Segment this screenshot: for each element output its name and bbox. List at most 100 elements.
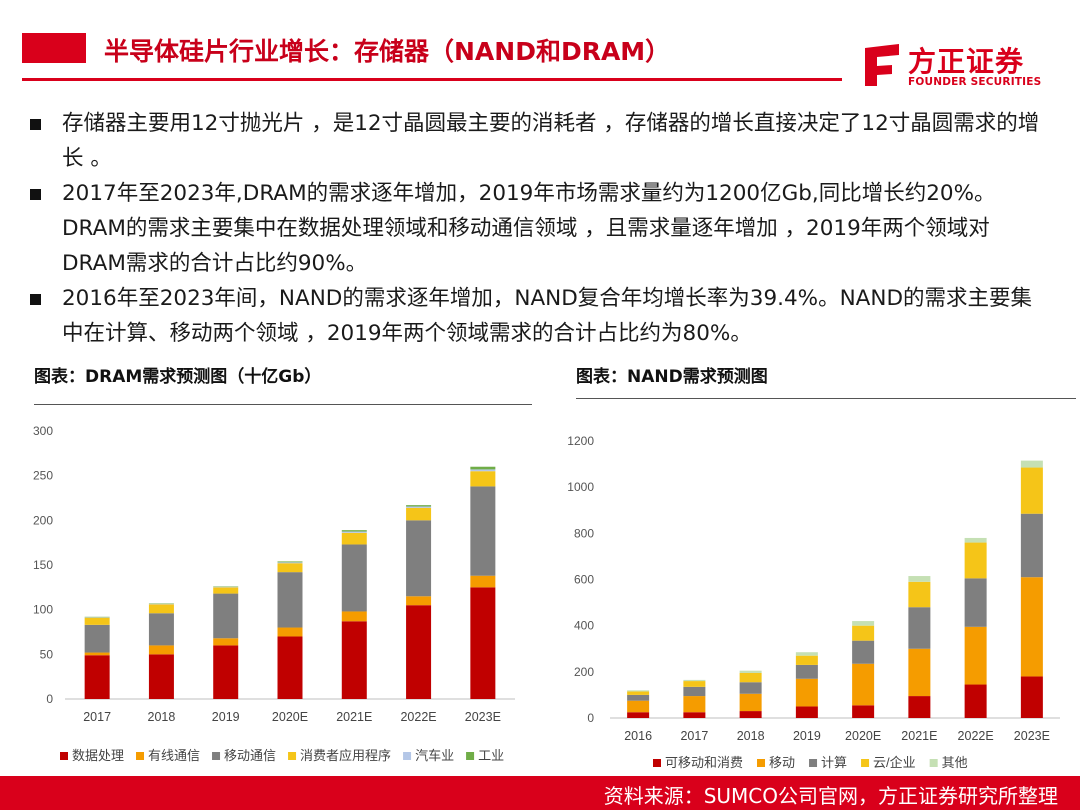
y-tick-label: 200 <box>574 665 594 679</box>
y-tick-label: 100 <box>33 603 53 617</box>
bar-segment <box>852 663 875 706</box>
bar-segment <box>683 679 706 682</box>
bar-segment <box>964 542 987 579</box>
bar-segment <box>341 531 367 533</box>
bar-segment <box>1020 676 1043 718</box>
legend-swatch <box>403 752 412 760</box>
bar-segment <box>213 638 239 646</box>
bullet-list: 存储器主要用12寸抛光片 ，是12寸晶圆最主要的消耗者 ，存储器的增长直接决定了… <box>30 106 1040 351</box>
nand-chart-divider <box>576 398 1076 399</box>
bar-segment <box>1020 513 1043 578</box>
bar-segment <box>683 696 706 713</box>
bar-segment <box>84 655 110 699</box>
nand-demand-chart: 0 200 400 600 800 1000 1200 2016 2017 2018 2019 202… <box>567 434 1060 770</box>
bar-segment <box>908 648 931 697</box>
bullet-text: 2017年至2023年,DRAM的需求逐年增加，2019年市场需求量约为1200… <box>62 181 996 276</box>
bullet-text: 2016年至2023年间，NAND的需求逐年增加，NAND复合年均增长率为39.… <box>62 286 1033 346</box>
legend-label: 工业 <box>478 748 504 763</box>
bar-segment <box>277 563 303 573</box>
x-tick-label: 2021E <box>901 729 937 743</box>
y-tick-label: 0 <box>587 711 594 725</box>
legend-swatch <box>288 752 297 760</box>
legend-swatch <box>757 759 766 767</box>
bar-segment <box>148 654 174 699</box>
footer-bar: 资料来源：SUMCO公司官网，方正证券研究所整理 <box>0 776 1080 810</box>
legend-swatch <box>212 752 221 760</box>
bar-segment <box>84 624 110 653</box>
x-tick-label: 2022E <box>958 729 994 743</box>
bullet-item: 存储器主要用12寸抛光片 ，是12寸晶圆最主要的消耗者 ，存储器的增长直接决定了… <box>30 106 1040 176</box>
dram-chart-title: 图表：DRAM需求预测图（十亿Gb） <box>34 367 322 387</box>
title-divider <box>22 78 842 81</box>
legend-label: 移动 <box>769 755 795 770</box>
legend-label: 可移动和消费 <box>665 755 743 770</box>
bar-segment <box>908 696 931 718</box>
bar-segment <box>739 711 762 718</box>
bar-segment <box>341 611 367 622</box>
bar-segment <box>908 581 931 608</box>
bar-segment <box>277 636 303 699</box>
bar-segment <box>1020 460 1043 468</box>
bar-segment <box>795 678 818 707</box>
bar-segment <box>739 693 762 712</box>
legend-swatch <box>466 752 475 760</box>
y-tick-label: 1000 <box>567 480 594 494</box>
bar-segment <box>964 537 987 543</box>
legend-swatch <box>136 752 145 760</box>
bar-segment <box>627 694 650 701</box>
nand-chart-title: 图表：NAND需求预测图 <box>576 367 768 387</box>
bar-segment <box>852 705 875 718</box>
x-tick-label: 2019 <box>793 729 821 743</box>
bar-segment <box>213 593 239 639</box>
x-tick-label: 2023E <box>1014 729 1050 743</box>
bar-segment <box>908 576 931 582</box>
y-tick-label: 800 <box>574 526 594 540</box>
legend-label: 消费者应用程序 <box>300 748 391 763</box>
x-tick-label: 2023E <box>465 710 501 724</box>
x-tick-label: 2018 <box>737 729 765 743</box>
x-tick-label: 2020E <box>845 729 881 743</box>
bar-segment <box>627 712 650 718</box>
bar-segment <box>627 691 650 695</box>
bar-segment <box>627 700 650 713</box>
founder-logo-icon <box>865 44 899 86</box>
bar-segment <box>908 607 931 649</box>
bar-segment <box>470 471 496 487</box>
y-tick-label: 1200 <box>567 434 594 448</box>
bullet-text: 存储器主要用12寸抛光片 ，是12寸晶圆最主要的消耗者 ，存储器的增长直接决定了… <box>62 111 1040 171</box>
legend-swatch <box>60 752 68 760</box>
bar-segment <box>84 617 110 625</box>
x-tick-label: 2017 <box>83 710 111 724</box>
y-tick-label: 300 <box>33 424 53 438</box>
x-tick-label: 2017 <box>680 729 708 743</box>
bullet-item: 2016年至2023年间，NAND的需求逐年增加，NAND复合年均增长率为39.… <box>30 281 1040 351</box>
x-tick-label: 2020E <box>272 710 308 724</box>
bar-segment <box>795 652 818 656</box>
y-tick-label: 400 <box>574 619 594 633</box>
bar-segment <box>341 544 367 612</box>
bar-segment <box>277 572 303 628</box>
bar-segment <box>148 613 174 646</box>
x-tick-label: 2019 <box>212 710 240 724</box>
legend-label: 计算 <box>821 755 847 770</box>
bar-segment <box>852 621 875 626</box>
dram-chart-divider <box>34 404 532 405</box>
bar-segment <box>795 664 818 679</box>
bar-segment <box>964 626 987 685</box>
bar-segment <box>148 604 174 614</box>
bar-segment <box>964 578 987 627</box>
bar-segment <box>1020 467 1043 514</box>
y-tick-label: 200 <box>33 513 53 527</box>
dram-demand-chart: 0 50 100 150 200 250 300 2017 2018 2019 2020E 2021E… <box>33 424 515 763</box>
bar-segment <box>406 596 432 606</box>
bar-segment <box>627 690 650 692</box>
legend-label: 数据处理 <box>72 748 124 763</box>
bar-segment <box>470 587 496 699</box>
legend-swatch <box>861 759 870 767</box>
y-tick-label: 50 <box>40 647 54 661</box>
bullet-square-icon <box>30 119 41 130</box>
x-tick-label: 2018 <box>148 710 176 724</box>
bar-segment <box>795 706 818 718</box>
bar-segment <box>852 640 875 664</box>
legend-label: 有线通信 <box>148 748 200 763</box>
